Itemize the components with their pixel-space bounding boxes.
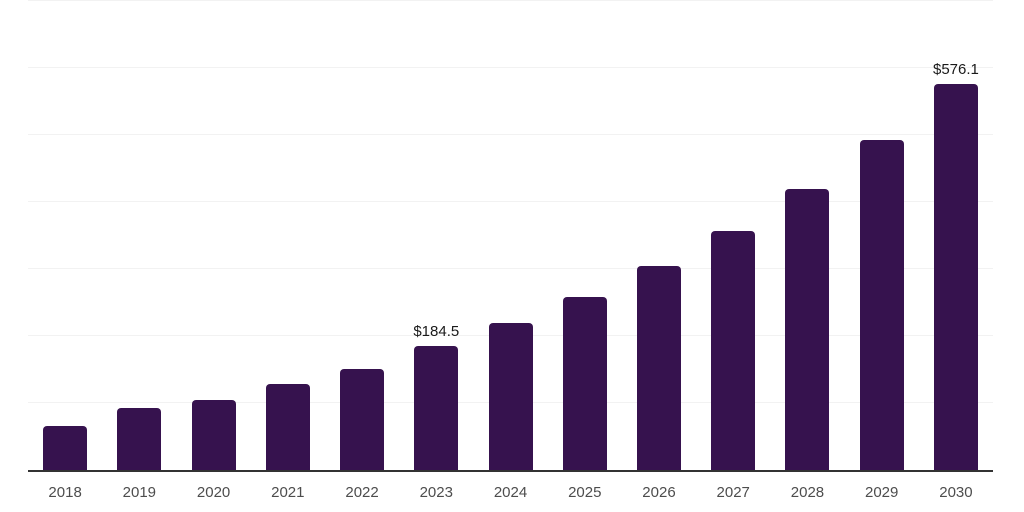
x-axis-label-2030: 2030 xyxy=(939,483,973,501)
bar-slot-2018 xyxy=(28,1,102,470)
x-axis-label-2021: 2021 xyxy=(271,483,305,501)
bar-slot-2029 xyxy=(845,1,919,470)
bar-slot-2028 xyxy=(770,1,844,470)
bar-slot-2024 xyxy=(473,1,547,470)
bar-2025[interactable] xyxy=(562,297,607,470)
x-axis-labels: 2018 2019 2020 2021 2022 2023 2024 2025 2026 2027… xyxy=(28,472,993,512)
plot-area: $184.5 $576.1 xyxy=(28,0,993,472)
bar-2023[interactable] xyxy=(414,346,459,470)
x-axis-label-2023: 2023 xyxy=(419,483,453,501)
x-axis-label-2022: 2022 xyxy=(345,483,379,501)
bar-2028[interactable] xyxy=(785,188,830,470)
x-axis-label-2025: 2025 xyxy=(568,483,602,501)
bar-slot-2030: $576.1 xyxy=(919,1,993,470)
bar-2029[interactable] xyxy=(859,139,904,470)
bar-slot-2022 xyxy=(325,1,399,470)
bar-slot-2020 xyxy=(176,1,250,470)
bar-slot-2027 xyxy=(696,1,770,470)
bar-2026[interactable] xyxy=(636,266,681,470)
bar-slot-2025 xyxy=(548,1,622,470)
x-axis-label-2024: 2024 xyxy=(493,483,528,501)
x-axis-label-2029: 2029 xyxy=(865,483,899,501)
x-axis-label-2019: 2019 xyxy=(122,483,157,501)
bar-2020[interactable] xyxy=(191,399,236,470)
bar-slot-2026 xyxy=(622,1,696,470)
bar-2018[interactable] xyxy=(43,426,88,470)
bar-2021[interactable] xyxy=(265,383,310,470)
x-axis-label-2018: 2018 xyxy=(48,483,82,501)
gridline xyxy=(28,67,993,68)
x-axis-label-2027: 2027 xyxy=(716,483,750,501)
bar-slot-2021 xyxy=(251,1,325,470)
gridline xyxy=(28,134,993,135)
gridline xyxy=(28,268,993,269)
bar-2030[interactable] xyxy=(933,84,978,470)
gridline xyxy=(28,201,993,202)
bar-2019[interactable] xyxy=(117,408,162,470)
bar-slot-2019 xyxy=(102,1,176,470)
bar-value-label-2030: $576.1 xyxy=(932,61,979,79)
x-axis-label-2026: 2026 xyxy=(642,483,676,501)
bar-value-label-2023: $184.5 xyxy=(413,323,460,341)
gridline xyxy=(28,0,993,1)
x-axis-label-2020: 2020 xyxy=(196,483,231,501)
bar-2027[interactable] xyxy=(711,230,756,470)
bar-2022[interactable] xyxy=(340,368,385,470)
bar-2024[interactable] xyxy=(488,322,533,470)
bars-row: $184.5 $576.1 xyxy=(28,1,993,470)
x-axis-label-2028: 2028 xyxy=(790,483,825,501)
bar-slot-2023: $184.5 xyxy=(399,1,473,470)
